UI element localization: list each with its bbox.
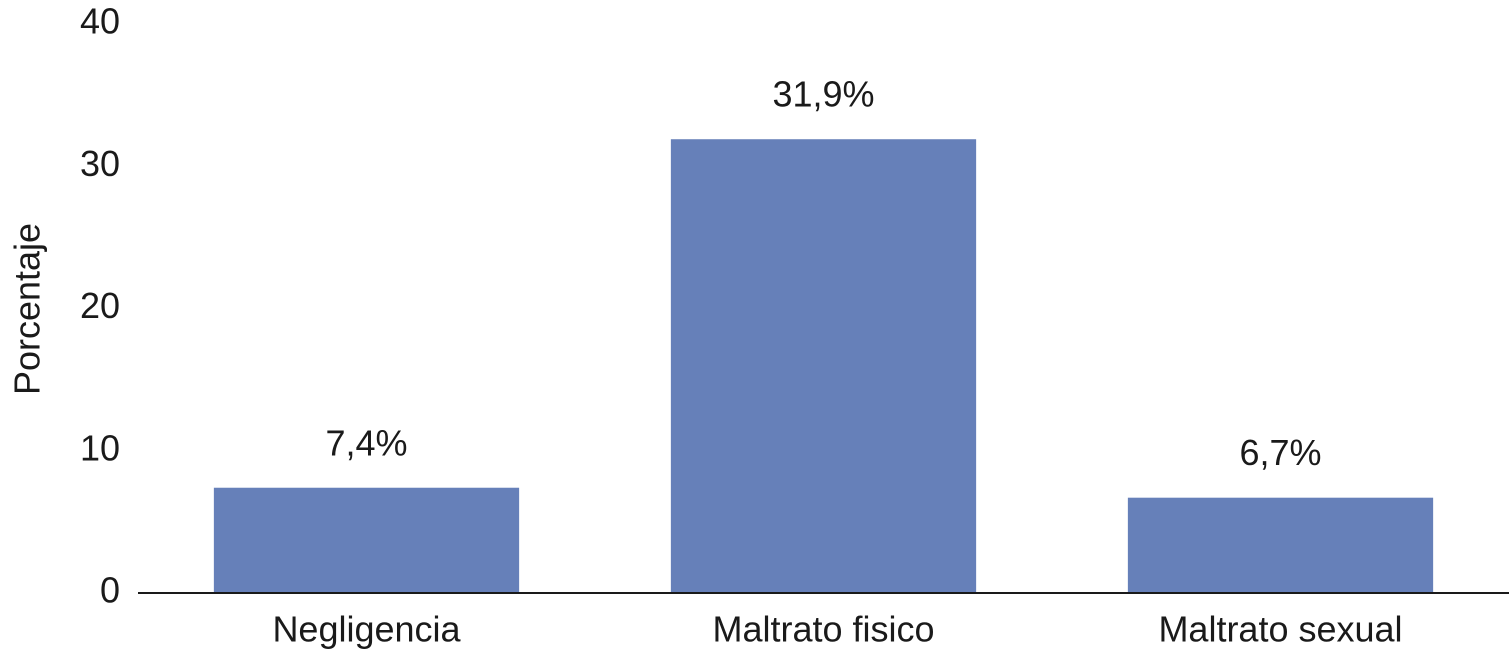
bar [1127, 497, 1434, 593]
y-tick-label: 30 [80, 143, 120, 184]
value-label: 7,4% [325, 422, 407, 463]
y-tick-label: 40 [80, 1, 120, 42]
x-tick-label: Negligencia [272, 609, 461, 650]
bar [213, 487, 520, 593]
bar [670, 139, 977, 593]
value-label: 31,9% [772, 74, 874, 115]
value-label: 6,7% [1239, 432, 1321, 473]
x-tick-label: Maltrato sexual [1158, 609, 1402, 650]
x-tick-label: Maltrato fisico [712, 609, 934, 650]
y-tick-label: 20 [80, 285, 120, 326]
y-axis-title: Porcentaje [7, 223, 48, 395]
y-tick-label: 0 [100, 570, 120, 611]
y-tick-label: 10 [80, 427, 120, 468]
